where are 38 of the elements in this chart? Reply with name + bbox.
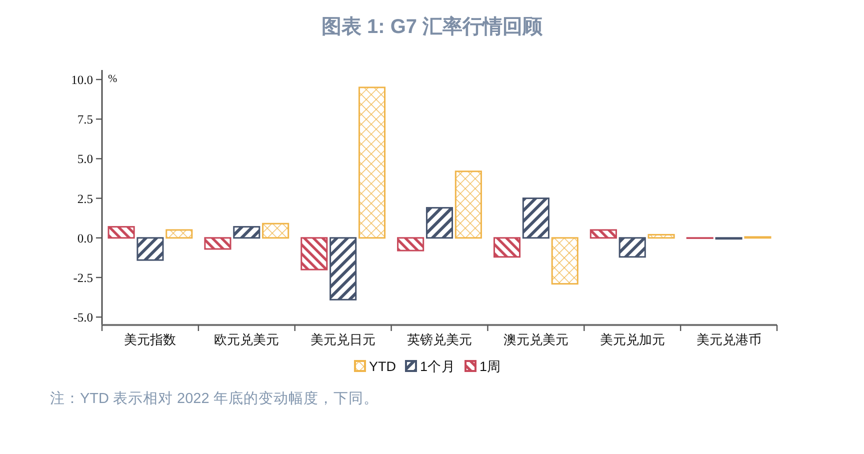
y-tick-label: -2.5 bbox=[73, 270, 93, 285]
x-tick-label: 欧元兑美元 bbox=[214, 332, 280, 347]
text: 注：YTD 表示相对 2022 年底的变动幅度，下同。 bbox=[50, 390, 378, 407]
x-tick-label: 美元兑日元 bbox=[310, 332, 376, 347]
y-tick-label: 2.5 bbox=[77, 192, 93, 206]
bar bbox=[551, 237, 578, 285]
x-tick-label: 美元兑加元 bbox=[600, 332, 665, 347]
bar bbox=[522, 198, 550, 239]
bar bbox=[204, 237, 232, 250]
y-tick-label: 7.5 bbox=[77, 112, 93, 127]
bar bbox=[136, 237, 164, 261]
legend-label: 1周 bbox=[480, 359, 502, 374]
y-tick-label: -5.0 bbox=[73, 310, 93, 325]
bar bbox=[108, 226, 135, 239]
x-tick-label: 澳元兑美元 bbox=[503, 332, 568, 347]
x-tick-label: 英镑兑美元 bbox=[407, 332, 472, 347]
bar bbox=[300, 237, 328, 270]
bar bbox=[262, 222, 290, 239]
bar bbox=[426, 207, 454, 239]
bar bbox=[493, 237, 521, 258]
legend-label: YTD bbox=[368, 359, 396, 374]
bar bbox=[233, 226, 260, 239]
y-axis-title: % bbox=[108, 73, 118, 85]
bar bbox=[166, 229, 193, 239]
bar bbox=[397, 237, 424, 252]
y-tick-label: 10.0 bbox=[71, 73, 93, 88]
bar bbox=[618, 237, 646, 258]
x-tick-label: 美元兑港币 bbox=[696, 332, 762, 347]
bar bbox=[358, 86, 386, 239]
bar bbox=[590, 229, 617, 239]
x-tick-label: 美元指数 bbox=[124, 332, 176, 347]
legend-label: 1个月 bbox=[420, 359, 456, 374]
y-tick-label: 0.0 bbox=[77, 231, 93, 246]
bar bbox=[648, 234, 675, 239]
bar bbox=[454, 170, 482, 239]
chart-title: 图表 1: G7 汇率行情回顾 bbox=[321, 15, 544, 38]
y-tick-label: 5.0 bbox=[77, 152, 93, 166]
bar bbox=[330, 237, 357, 300]
